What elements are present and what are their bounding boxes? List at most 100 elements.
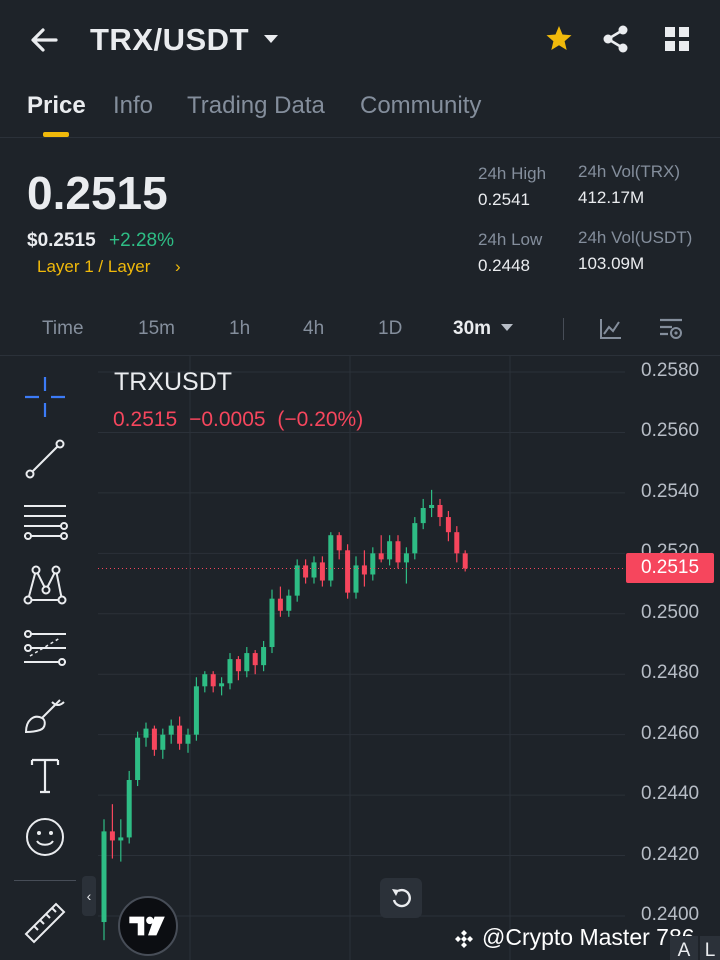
candle-body: [193, 686, 199, 735]
auto-scale-button[interactable]: A: [670, 936, 698, 960]
active-tab-indicator: [43, 132, 69, 137]
candle-body: [378, 553, 384, 560]
vol-trx-label: 24h Vol(TRX): [578, 162, 681, 181]
chevron-right-icon[interactable]: ›: [175, 257, 181, 276]
crosshair-icon[interactable]: [22, 374, 68, 420]
candle-body: [151, 728, 157, 750]
tab-trading-data[interactable]: Trading Data: [187, 92, 325, 119]
candle-body: [387, 541, 393, 560]
candle-body: [244, 653, 250, 672]
log-scale-button[interactable]: L: [700, 936, 720, 960]
candle-body: [118, 837, 124, 841]
chart-settings-icon[interactable]: [658, 316, 684, 342]
candle-body: [252, 653, 258, 666]
timeframe-4h[interactable]: 4h: [303, 318, 325, 339]
tab-price[interactable]: Price: [27, 92, 86, 119]
price-summary: 0.2515 $0.2515 +2.28% Layer 1 / Layer › …: [0, 140, 720, 300]
candle-body: [462, 553, 468, 569]
candle-body: [412, 523, 418, 554]
y-tick-label: 0.2460: [641, 723, 700, 744]
y-tick-label: 0.2420: [641, 844, 700, 865]
candle-body: [286, 595, 292, 611]
candle-body: [328, 535, 334, 581]
candle-body: [219, 683, 225, 687]
candle-body: [303, 565, 309, 578]
candle-body: [177, 725, 183, 744]
y-tick-label: 0.2400: [641, 904, 700, 925]
share-icon[interactable]: [600, 22, 632, 56]
last-price: 0.2515: [27, 167, 168, 219]
candle-body: [227, 659, 233, 684]
y-tick-label: 0.2440: [641, 783, 700, 804]
candle-body: [269, 598, 275, 648]
emoji-icon[interactable]: [22, 814, 68, 860]
reset-chart-button[interactable]: [380, 878, 422, 918]
candle-body: [202, 674, 208, 687]
chart-change-abs: −0.0005: [189, 408, 266, 431]
collapse-toolbar-button[interactable]: ‹: [82, 876, 96, 916]
trend-line-icon[interactable]: [22, 436, 68, 482]
star-icon[interactable]: [543, 22, 575, 56]
indicators-icon[interactable]: [598, 316, 624, 342]
divider: [563, 318, 564, 340]
category-tag[interactable]: Layer 1 / Layer: [37, 257, 151, 276]
candle-body: [185, 734, 191, 744]
pair-dropdown-icon[interactable]: [262, 30, 280, 48]
pattern-tool-icon[interactable]: [22, 562, 68, 608]
ruler-icon[interactable]: [22, 900, 68, 946]
candle-body: [210, 674, 216, 687]
back-arrow-icon[interactable]: [26, 22, 62, 58]
toolbar-divider: [14, 880, 76, 881]
tab-info[interactable]: Info: [113, 92, 154, 119]
usd-price: $0.2515: [27, 230, 96, 251]
y-tick-label: 0.2560: [641, 420, 700, 441]
candle-body: [336, 535, 342, 551]
horizontal-lines-icon[interactable]: [22, 500, 68, 546]
y-tick-label: 0.2540: [641, 481, 700, 502]
top-bar: TRX/USDT: [0, 0, 720, 80]
candle-body: [126, 780, 132, 838]
candle-body: [420, 508, 426, 524]
candle-body: [445, 517, 451, 533]
candle-body: [160, 734, 166, 750]
timeframe-time[interactable]: Time: [42, 318, 84, 339]
chart-panel: TRXUSDT 0.2515 −0.0005 (−0.20%) 0.2580 0…: [0, 356, 720, 960]
vol-trx-value: 412.17M: [578, 188, 645, 207]
price-change-percent: +2.28%: [109, 230, 174, 251]
binance-logo-icon: [455, 930, 473, 948]
brush-icon[interactable]: [22, 692, 68, 738]
candle-body: [395, 541, 401, 563]
timeframe-15m[interactable]: 15m: [138, 318, 175, 339]
y-tick-label: 0.2580: [641, 360, 700, 381]
candle-body: [437, 504, 443, 518]
candle-body: [109, 831, 115, 841]
high-label: 24h High: [478, 164, 547, 183]
main-tabs: Price Info Trading Data Community: [0, 82, 720, 138]
timeframe-30m[interactable]: 30m: [453, 318, 492, 339]
vol-usdt-label: 24h Vol(USDT): [578, 228, 693, 247]
chart-last-price: 0.2515: [113, 408, 178, 431]
fibonacci-icon[interactable]: [22, 626, 68, 672]
chart-price-change: 0.2515 −0.0005 (−0.20%): [113, 408, 369, 432]
candle-body: [319, 562, 325, 581]
vol-usdt-value: 103.09M: [578, 254, 645, 273]
candle-body: [168, 725, 174, 735]
candle-body: [429, 504, 435, 508]
candle-body: [353, 565, 359, 593]
tab-community[interactable]: Community: [360, 92, 482, 119]
timeframe-1d[interactable]: 1D: [378, 318, 403, 339]
pair-title[interactable]: TRX/USDT: [90, 22, 249, 57]
candlestick-chart[interactable]: [0, 356, 720, 960]
candle-body: [345, 550, 351, 593]
timeframe-dropdown-icon[interactable]: [500, 320, 514, 334]
candle-body: [370, 553, 376, 575]
grid-menu-icon[interactable]: [661, 22, 693, 56]
candle-body: [143, 728, 149, 738]
timeframe-1h[interactable]: 1h: [229, 318, 251, 339]
high-value: 0.2541: [478, 190, 530, 209]
candle-body: [361, 565, 367, 575]
y-tick-label: 0.2480: [641, 662, 700, 683]
tradingview-logo: [118, 896, 178, 956]
text-tool-icon[interactable]: [22, 752, 68, 798]
candle-body: [261, 647, 267, 666]
